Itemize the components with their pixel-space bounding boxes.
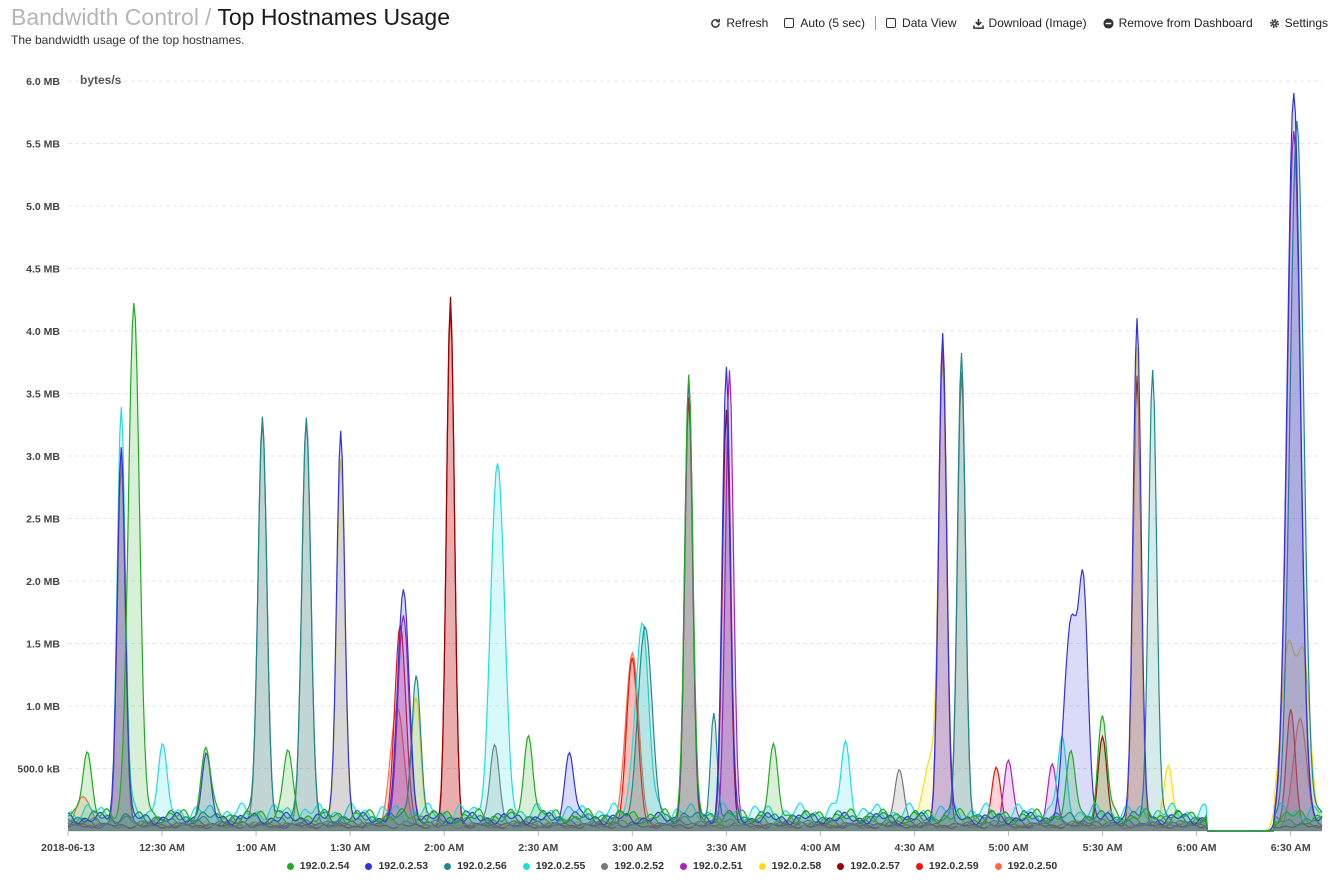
- y-tick-label: 500.0 kB: [17, 764, 60, 776]
- legend-swatch: [758, 862, 766, 870]
- legend-swatch: [444, 862, 452, 870]
- settings-button[interactable]: Settings: [1269, 16, 1328, 30]
- y-tick-label: 3.5 MB: [26, 389, 60, 401]
- legend-swatch: [994, 862, 1002, 870]
- page-title: Bandwidth Control / Top Hostnames Usage: [11, 4, 450, 30]
- y-tick-label: 2.0 MB: [26, 576, 60, 588]
- legend-label: 192.0.2.50: [1007, 860, 1058, 872]
- remove-label: Remove from Dashboard: [1118, 16, 1253, 30]
- page-subtitle: The bandwidth usage of the top hostnames…: [11, 33, 245, 47]
- legend-item[interactable]: 192.0.2.58: [758, 860, 822, 872]
- chart-legend: 192.0.2.54 192.0.2.53 192.0.2.56 192.0.2.55…: [0, 860, 1344, 872]
- legend-item[interactable]: 192.0.2.56: [444, 860, 507, 872]
- x-tick-label: 4:00 AM: [800, 842, 840, 854]
- x-tick-label: 5:30 AM: [1083, 842, 1123, 854]
- legend-item[interactable]: 192.0.2.59: [915, 860, 979, 872]
- y-tick-label: 1.0 MB: [26, 701, 60, 713]
- legend-label: 192.0.2.52: [614, 860, 664, 872]
- auto-refresh-label: Auto (5 sec): [800, 16, 866, 30]
- x-axis: 2018-06-13 12:30 AM 1:00 AM 1:30 AM 2:00 AM 2…: [41, 831, 1311, 854]
- legend-label: 192.0.2.58: [771, 860, 822, 872]
- x-tick-label: 6:30 AM: [1271, 842, 1311, 854]
- y-tick-label: 2.5 MB: [26, 514, 60, 526]
- x-tick-label: 1:00 AM: [236, 842, 276, 854]
- auto-refresh-checkbox[interactable]: Auto (5 sec): [784, 16, 865, 30]
- legend-swatch: [522, 862, 530, 870]
- download-image-button[interactable]: Download (Image): [972, 16, 1087, 30]
- y-tick-label: 1.5 MB: [26, 639, 60, 651]
- y-axis: 500.0 kB 1.0 MB 1.5 MB 2.0 MB 2.5 MB 3.0 MB 3.…: [17, 76, 60, 776]
- x-tick-label: 2:30 AM: [518, 842, 558, 854]
- legend-label: 192.0.2.57: [850, 860, 900, 872]
- legend-item[interactable]: 192.0.2.57: [837, 860, 900, 872]
- minus-circle-icon: [1103, 17, 1114, 29]
- series-area-192.0.2.59: [68, 306, 1322, 832]
- y-axis-unit-label: bytes/s: [80, 73, 122, 87]
- refresh-label: Refresh: [726, 16, 769, 30]
- x-tick-label: 4:30 AM: [895, 842, 935, 854]
- legend-swatch: [601, 862, 609, 870]
- legend-label: 192.0.2.55: [535, 860, 586, 872]
- legend-label: 192.0.2.59: [928, 860, 979, 872]
- refresh-button[interactable]: Refresh: [710, 16, 768, 30]
- series-line-192.0.2.54[interactable]: [67, 303, 1323, 832]
- remove-from-dashboard-button[interactable]: Remove from Dashboard: [1103, 16, 1253, 30]
- legend-item[interactable]: 192.0.2.52: [601, 860, 664, 872]
- toolbar-divider: [875, 16, 877, 30]
- legend-swatch: [915, 862, 923, 870]
- legend-label: 192.0.2.51: [693, 860, 743, 872]
- x-tick-label: 3:30 AM: [706, 842, 746, 854]
- toolbar: Refresh Auto (5 sec) Data View Download …: [710, 16, 1344, 30]
- x-tick-label: 2:00 AM: [424, 842, 464, 854]
- series-line-192.0.2.58[interactable]: [67, 347, 1323, 832]
- breadcrumb-current: Top Hostnames Usage: [217, 4, 451, 30]
- y-tick-label: 3.0 MB: [26, 451, 60, 463]
- x-tick-label: 1:30 AM: [330, 842, 370, 854]
- y-tick-label: 6.0 MB: [26, 76, 60, 88]
- y-tick-label: 4.5 MB: [26, 264, 60, 276]
- y-tick-label: 4.0 MB: [26, 326, 60, 338]
- legend-item[interactable]: 192.0.2.53: [365, 860, 428, 872]
- legend-label: 192.0.2.56: [457, 860, 507, 872]
- settings-label: Settings: [1284, 16, 1328, 30]
- download-label: Download (Image): [988, 16, 1087, 30]
- series-line-192.0.2.55[interactable]: [67, 407, 1323, 832]
- x-tick-label: 6:00 AM: [1177, 842, 1217, 854]
- legend-label: 192.0.2.54: [299, 860, 350, 872]
- y-tick-label: 5.0 MB: [26, 201, 60, 213]
- legend-swatch: [286, 862, 294, 870]
- legend-swatch: [365, 862, 373, 870]
- y-tick-label: 5.5 MB: [26, 139, 60, 151]
- series-line-192.0.2.52[interactable]: [67, 372, 1323, 832]
- series-area-192.0.2.54: [68, 303, 1322, 832]
- bandwidth-area-chart[interactable]: 500.0 kB 1.0 MB 1.5 MB 2.0 MB 2.5 MB 3.0 MB 3.…: [0, 60, 1344, 860]
- x-tick-label: 2018-06-13: [41, 842, 95, 854]
- x-tick-label: 12:30 AM: [139, 842, 185, 854]
- x-tick-label: 5:00 AM: [989, 842, 1029, 854]
- legend-swatch: [837, 862, 845, 870]
- legend-item[interactable]: 192.0.2.54: [286, 860, 350, 872]
- gear-icon: [1269, 18, 1279, 28]
- refresh-icon: [711, 18, 721, 28]
- legend-item[interactable]: 192.0.2.50: [994, 860, 1058, 872]
- breadcrumb-parent[interactable]: Bandwidth Control: [11, 4, 199, 30]
- legend-swatch: [680, 862, 687, 870]
- download-icon: [972, 18, 984, 29]
- data-view-label: Data View: [902, 16, 957, 30]
- legend-item[interactable]: 192.0.2.51: [680, 860, 743, 872]
- checkbox-icon: [886, 18, 897, 28]
- chart-series: [67, 92, 1323, 832]
- legend-item[interactable]: 192.0.2.55: [522, 860, 586, 872]
- data-view-checkbox[interactable]: Data View: [886, 16, 957, 30]
- x-tick-label: 3:00 AM: [612, 842, 652, 854]
- checkbox-icon: [784, 18, 795, 28]
- legend-label: 192.0.2.53: [378, 860, 429, 872]
- header: Bandwidth Control / Top Hostnames Usage Th…: [11, 4, 450, 47]
- breadcrumb-separator: /: [204, 4, 212, 30]
